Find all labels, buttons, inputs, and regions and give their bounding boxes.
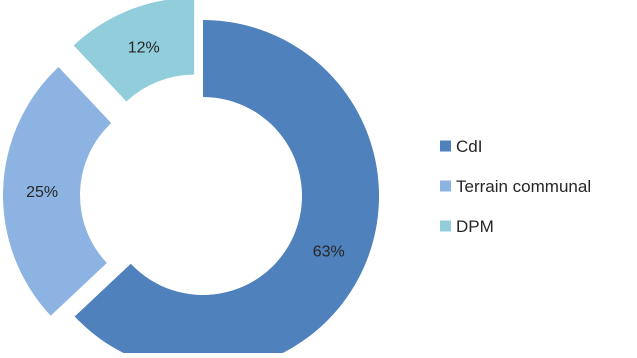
legend-swatch <box>440 220 451 232</box>
legend-label: DPM <box>456 217 494 236</box>
legend-item-cdi: CdI <box>440 137 482 156</box>
legend: CdI Terrain communal DPM <box>440 137 591 236</box>
data-label-cdi: 63% <box>313 243 345 260</box>
donut-slice-dpm <box>73 0 195 102</box>
legend-swatch <box>440 140 451 152</box>
legend-item-terrain-communal: Terrain communal <box>440 177 591 196</box>
donut-slice-terrain-communal <box>3 66 112 316</box>
legend-label: CdI <box>456 137 482 156</box>
data-labels: 63% 25% 12% <box>26 39 345 260</box>
donut-slices <box>3 0 379 358</box>
data-label-terrain-communal: 25% <box>26 184 58 201</box>
donut-slice-cdi <box>74 20 379 358</box>
legend-swatch <box>440 180 451 192</box>
legend-item-dpm: DPM <box>440 217 494 236</box>
data-label-dpm: 12% <box>128 39 160 56</box>
legend-label: Terrain communal <box>456 177 591 196</box>
